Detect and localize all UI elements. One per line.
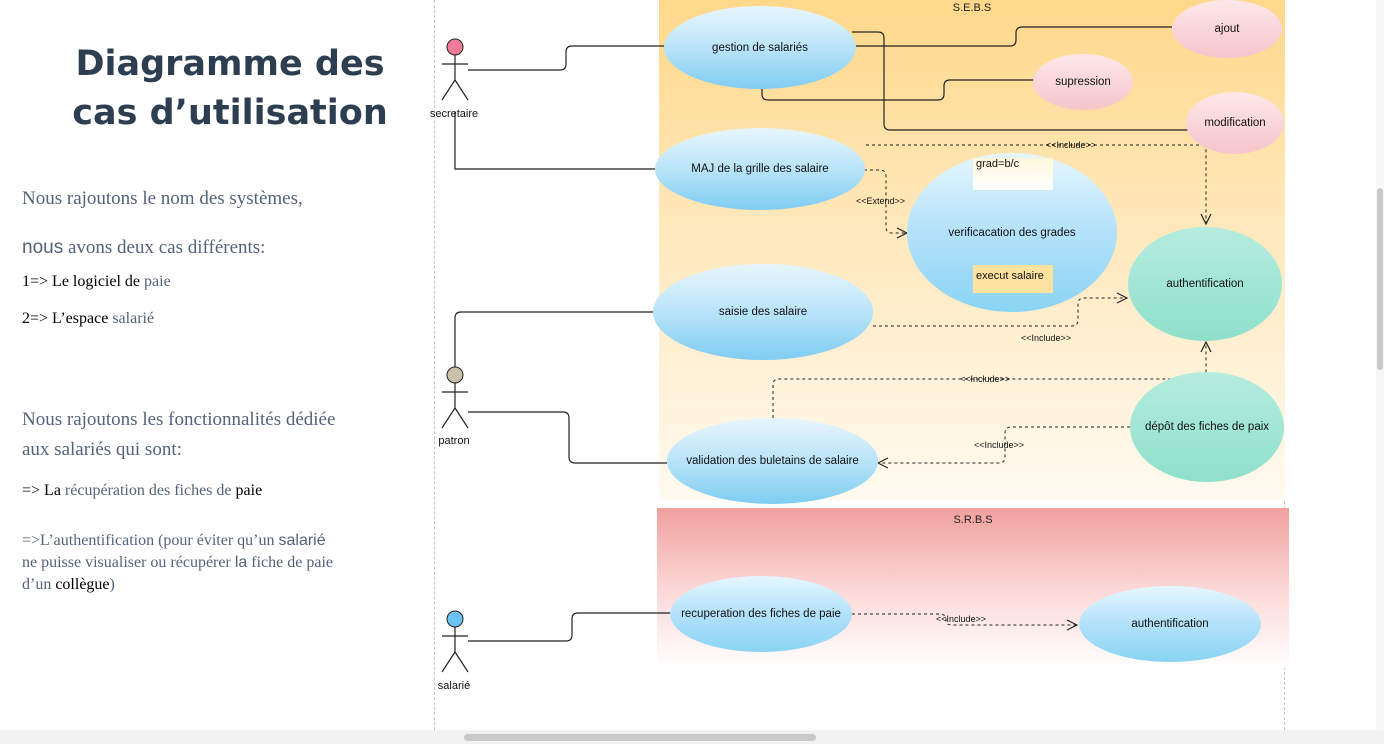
text-close-paren: ): [109, 576, 115, 593]
label-include-depot-validation: <<Include>>: [974, 440, 1025, 450]
usecase-modification-label: modification: [1204, 117, 1266, 129]
text-la: => La: [22, 482, 65, 499]
usecase-maj-grille[interactable]: MAJ de la grille des salaire: [655, 128, 865, 210]
text-fiche: fiche de paie: [247, 554, 333, 571]
text-visualiser-a: ne puisse visualiser ou récupérer: [22, 554, 235, 571]
usecase-ajout[interactable]: ajout: [1172, 0, 1282, 58]
horizontal-scrollbar-thumb[interactable]: [464, 734, 816, 741]
note-execut-salaire[interactable]: execut salaire: [973, 265, 1053, 293]
text-visualiser: ne puisse visualiser ou récupérer la fic…: [22, 554, 333, 572]
text-espace: 2=> L’espace: [22, 310, 113, 327]
system-sebs-label: S.E.B.S: [952, 2, 992, 14]
usecase-ajout-label: ajout: [1214, 23, 1240, 35]
text-recuperation: récupération des fiches de: [64, 482, 236, 499]
note-grad[interactable]: grad=b/c: [973, 158, 1053, 190]
usecase-recuperation-fiches[interactable]: recuperation des fiches de paie: [670, 576, 852, 652]
title-line-2: cas d’utilisation: [72, 93, 388, 133]
word-nous: nous: [22, 237, 64, 258]
actor-patron-label: patron: [438, 435, 470, 447]
note-execut-label: execut salaire: [976, 270, 1044, 282]
usecase-gestion-salaries[interactable]: gestion de salariés: [664, 6, 856, 89]
usecase-supression[interactable]: supression: [1033, 54, 1133, 110]
paragraph-salaries: aux salariés qui sont:: [22, 439, 182, 460]
text-dun: d’un: [22, 576, 56, 593]
usecase-auth-label: authentification: [1166, 278, 1244, 290]
actor-salarie-label: salarié: [437, 680, 471, 692]
word-paie-2: paie: [235, 482, 263, 499]
text-logiciel: 1=> Le logiciel de: [22, 273, 145, 290]
text-authentification: =>L’authentification (pour éviter qu’un: [22, 532, 279, 549]
title-line-1: Diagramme des: [75, 44, 385, 84]
word-salarie: salarié: [112, 310, 155, 327]
usecase-auth2-label: authentification: [1131, 618, 1209, 630]
word-collegue: collègue: [55, 576, 110, 593]
system-srbs-label: S.R.B.S: [953, 514, 993, 526]
usecase-gestion-label: gestion de salariés: [712, 41, 808, 54]
assoc-secretaire-maj: [454, 112, 657, 170]
assoc-secretaire-gestion: [468, 45, 666, 71]
word-salarie-2: salarié: [278, 532, 326, 549]
assoc-patron-validation: [468, 411, 667, 464]
paragraph-systems: Nous rajoutons le nom des systèmes,: [22, 188, 303, 209]
usecase-authentification[interactable]: authentification: [1128, 227, 1282, 341]
usecase-validation-label: validation des buletains de salaire: [686, 455, 859, 467]
label-include-validation-auth: <<Include>>: [960, 374, 1011, 384]
word-paie: paie: [144, 273, 171, 290]
vertical-scrollbar[interactable]: [1376, 0, 1384, 731]
page-divider-left: [434, 0, 435, 730]
usecase-recuperation-label: recuperation des fiches de paie: [681, 608, 841, 620]
actor-secretaire-figure[interactable]: [436, 36, 476, 102]
include-saisie-auth: [873, 298, 1127, 327]
include-depot-validation: [878, 426, 1130, 463]
label-include-recuperation-auth: <<Include>>: [936, 614, 987, 624]
usecase-depot-fiches[interactable]: dépôt des fiches de paix: [1130, 372, 1284, 482]
list-item-recuperation: => La récupération des fiches de paie: [22, 482, 262, 500]
link-gestion-modification: [852, 31, 1188, 131]
word-la: la: [234, 554, 248, 571]
usecase-saisie-label: saisie des salaire: [718, 306, 808, 318]
paragraph-fonctionnalites: Nous rajoutons les fonctionnalités dédié…: [22, 409, 336, 430]
text-two-cases: avons deux cas différents:: [63, 237, 266, 258]
list-item-authentification: =>L’authentification (pour éviter qu’un …: [22, 532, 326, 550]
usecase-authentification-srbs[interactable]: authentification: [1079, 586, 1261, 662]
label-include-maj-auth: <<Include>>: [1046, 140, 1097, 150]
slide-title: Diagramme des cas d’utilisation: [40, 40, 420, 138]
actor-secretaire-label: secretaire: [429, 108, 479, 120]
assoc-patron-saisie: [454, 311, 654, 368]
horizontal-scrollbar[interactable]: [0, 731, 1384, 744]
extend-maj-verif: [864, 169, 907, 233]
actor-patron-figure[interactable]: [436, 364, 476, 430]
usecase-verif-label: verificacation des grades: [948, 226, 1076, 239]
diagram-canvas: Diagramme des cas d’utilisation Nous raj…: [0, 0, 1376, 730]
list-item-1: 1=> Le logiciel de paie: [22, 273, 171, 291]
usecase-saisie-salaire[interactable]: saisie des salaire: [653, 264, 873, 360]
paragraph-two-cases: nous avons deux cas différents:: [22, 237, 265, 259]
link-gestion-ajout: [852, 26, 1172, 47]
actor-salarie-figure[interactable]: [436, 608, 476, 674]
note-grad-label: grad=b/c: [976, 158, 1020, 170]
usecase-depot-label: dépôt des fiches de paix: [1144, 421, 1270, 433]
include-recuperation-auth: [852, 613, 1077, 625]
usecase-validation-bulletins[interactable]: validation des buletains de salaire: [667, 418, 878, 504]
label-extend: <<Extend>>: [856, 196, 906, 206]
list-item-2: 2=> L’espace salarié: [22, 310, 154, 328]
vertical-scrollbar-thumb[interactable]: [1377, 188, 1383, 370]
usecase-maj-label: MAJ de la grille des salaire: [691, 163, 829, 175]
link-gestion-supression: [761, 79, 1034, 101]
label-include-saisie-auth: <<Include>>: [1021, 333, 1072, 343]
text-collegue: d’un collègue): [22, 576, 115, 594]
usecase-modification[interactable]: modification: [1186, 92, 1284, 154]
usecase-supression-label: supression: [1055, 76, 1111, 88]
assoc-salarie-recuperation: [468, 612, 670, 642]
